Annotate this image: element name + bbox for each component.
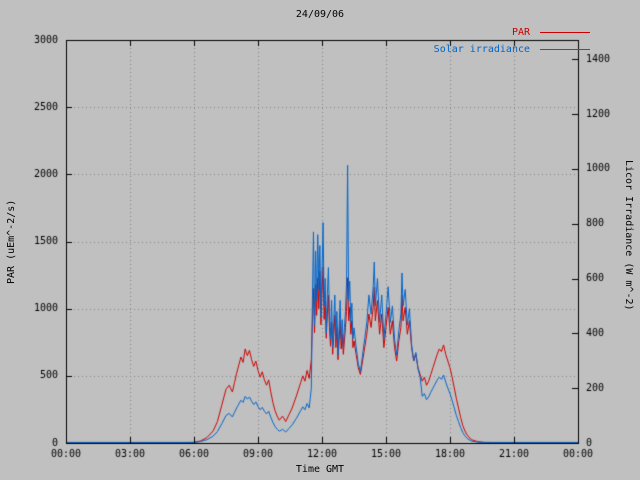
chart-title: 24/09/06 bbox=[295, 9, 345, 20]
legend: PAR Solar irradiance bbox=[434, 24, 590, 58]
legend-row-solar: Solar irradiance bbox=[434, 41, 590, 58]
y-axis-right-label: Licor Irradiance (W m^-2) bbox=[623, 160, 634, 311]
legend-row-par: PAR bbox=[434, 24, 590, 41]
legend-solar-sample bbox=[540, 49, 590, 50]
legend-solar-label: Solar irradiance bbox=[433, 44, 530, 55]
x-axis-label: Time GMT bbox=[295, 464, 345, 475]
legend-par-sample bbox=[540, 32, 590, 33]
y-axis-left-label: PAR (uEm^-2/s) bbox=[6, 199, 17, 284]
legend-par-label: PAR bbox=[511, 27, 530, 38]
